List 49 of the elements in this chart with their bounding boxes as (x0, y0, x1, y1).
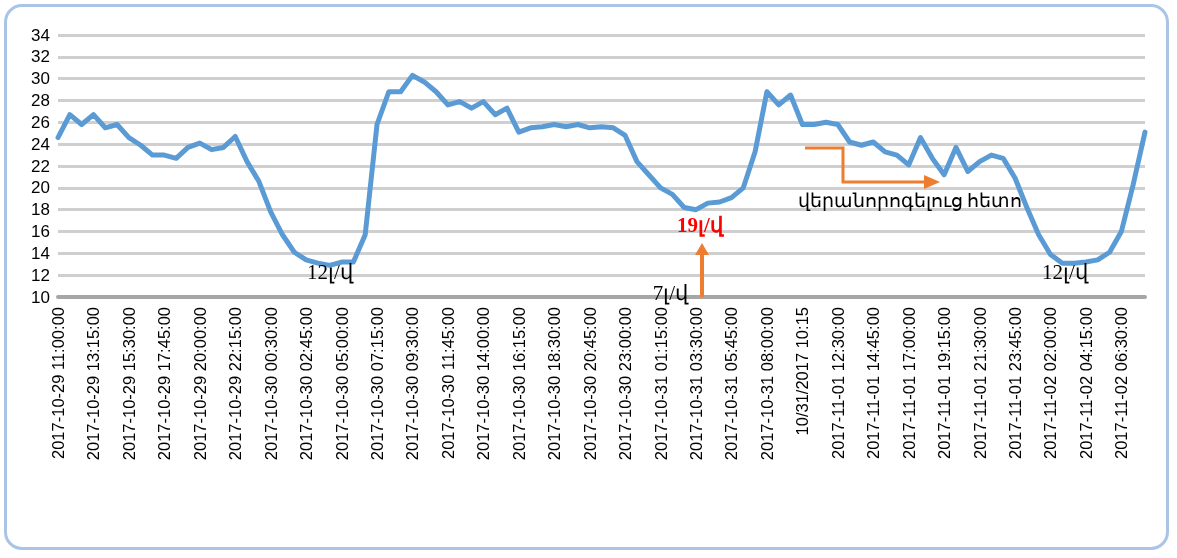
x-tick-label: 2017-10-31 08:00:00 (757, 307, 776, 461)
y-tick-label: 32 (31, 47, 50, 67)
annotation: 7լ/վ (652, 281, 689, 305)
x-tick-label: 2017-11-01 21:30:00 (970, 307, 989, 459)
annotation: 12լ/վ (1042, 260, 1089, 284)
x-tick-label: 2017-10-30 11:45:00 (438, 307, 457, 459)
x-tick-label: 2017-10-30 07:15:00 (368, 307, 387, 461)
x-tick-label: 2017-10-29 20:00:00 (190, 307, 209, 461)
x-tick-label: 2017-10-30 00:30:00 (261, 307, 280, 461)
y-tick-label: 18 (31, 200, 50, 220)
x-tick-label: 2017-10-29 15:30:00 (119, 307, 138, 461)
y-tick-label: 24 (31, 134, 50, 154)
y-tick-label: 30 (31, 69, 50, 89)
x-tick-label: 2017-10-30 14:00:00 (474, 307, 493, 461)
x-tick-label: 2017-11-02 04:15:00 (1076, 307, 1095, 459)
x-tick-label: 2017-10-31 03:30:00 (687, 307, 706, 461)
x-tick-label: 10/31/2017 10:15 (793, 307, 812, 436)
y-tick-label: 28 (31, 91, 50, 110)
y-tick-label: 12 (31, 265, 50, 285)
x-tick-label: 2017-10-30 09:30:00 (403, 307, 422, 461)
x-tick-label: 2017-10-29 13:15:00 (84, 307, 103, 461)
x-tick-label: 2017-11-01 17:00:00 (899, 307, 918, 459)
annotation: 19լ/վ (677, 213, 724, 237)
y-tick-label: 14 (31, 243, 50, 263)
x-tick-label: 2017-10-30 23:00:00 (616, 307, 635, 461)
x-tick-label: 2017-10-30 20:45:00 (580, 307, 599, 461)
x-tick-label: 2017-10-29 22:15:00 (226, 307, 245, 461)
x-tick-label: 2017-10-31 01:15:00 (651, 307, 670, 461)
annotation: վերանորոգելուց հետո (797, 189, 1023, 211)
x-tick-label: 2017-11-01 19:15:00 (935, 307, 954, 459)
y-tick-label: 34 (31, 25, 50, 45)
x-tick-label: 2017-10-29 11:00:00 (49, 307, 67, 459)
x-tick-label: 2017-11-01 12:30:00 (828, 307, 847, 459)
x-tick-label: 2017-10-30 16:15:00 (509, 307, 528, 461)
y-tick-label: 20 (31, 178, 50, 198)
y-tick-label: 22 (31, 156, 50, 176)
x-tick-label: 2017-10-31 05:45:00 (722, 307, 741, 461)
x-tick-label: 2017-11-02 02:00:00 (1041, 307, 1060, 459)
x-tick-label: 2017-11-01 14:45:00 (864, 307, 883, 459)
x-tick-label: 2017-10-30 02:45:00 (297, 307, 316, 461)
y-tick-label: 26 (31, 112, 50, 132)
y-tick-label: 10 (31, 287, 50, 307)
x-tick-label: 2017-10-29 17:45:00 (155, 307, 174, 461)
annotation: 12լ/վ (307, 260, 354, 284)
x-tick-label: 2017-10-30 18:30:00 (545, 307, 564, 461)
x-tick-label: 2017-11-01 23:45:00 (1006, 307, 1025, 459)
x-tick-label: 2017-11-02 06:30:00 (1112, 307, 1131, 459)
y-tick-label: 16 (31, 222, 50, 241)
x-tick-label: 2017-10-30 05:00:00 (332, 307, 351, 461)
